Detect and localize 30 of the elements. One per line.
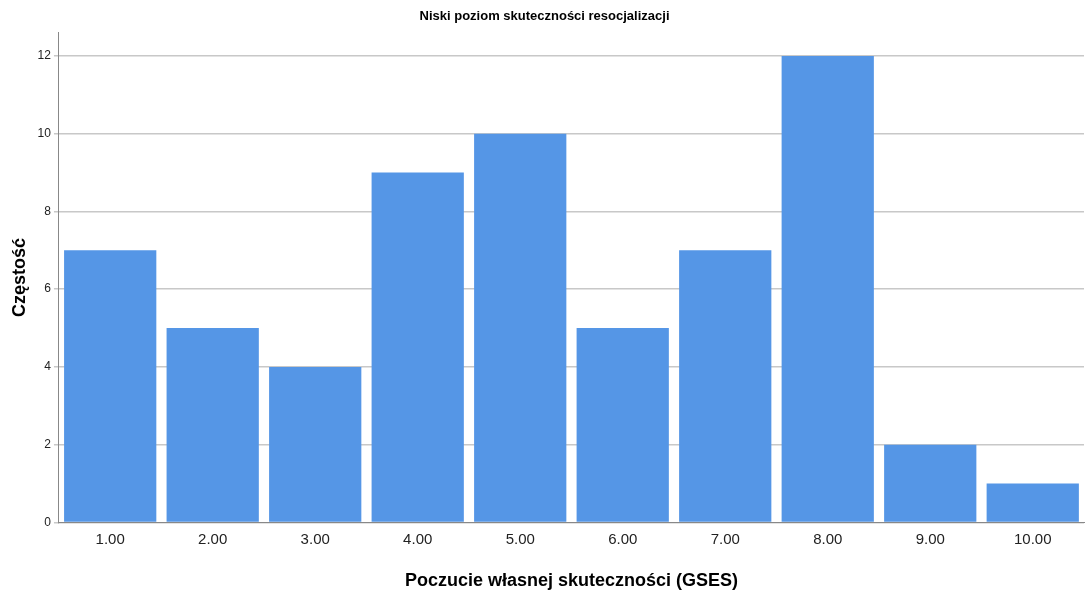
bar [64,250,157,522]
bar [986,483,1079,522]
x-axis-title: Poczucie własnej skuteczności (GSES) [404,570,739,591]
x-tick-label: 7.00 [710,529,740,547]
x-tick-label: 8.00 [813,529,843,547]
bar [884,444,977,522]
y-tick-label: 4 [44,359,52,374]
x-tick-label: 9.00 [915,529,945,547]
y-tick-label: 6 [44,281,52,296]
bar [781,55,874,522]
x-tick-label: 3.00 [300,529,330,547]
bar [576,328,669,522]
bar [679,250,772,522]
x-tick-label: 4.00 [403,529,433,547]
y-tick-label: 8 [44,203,52,218]
x-tick-label: 6.00 [608,529,638,547]
x-tick-label: 10.00 [1013,529,1052,547]
x-tick-label: 2.00 [198,529,228,547]
chart-title: Niski poziom skuteczności resocjalizacji [419,8,670,24]
bar [166,328,259,522]
y-tick-label: 0 [44,514,52,529]
bar [269,366,362,522]
y-tick-label: 2 [44,436,52,451]
y-axis-title: Częstość [8,237,29,318]
y-tick-label: 12 [37,48,52,63]
x-tick-label: 5.00 [505,529,535,547]
bar [371,172,464,522]
bar [474,133,567,522]
x-tick-label: 1.00 [95,529,125,547]
y-tick-label: 10 [37,125,52,140]
